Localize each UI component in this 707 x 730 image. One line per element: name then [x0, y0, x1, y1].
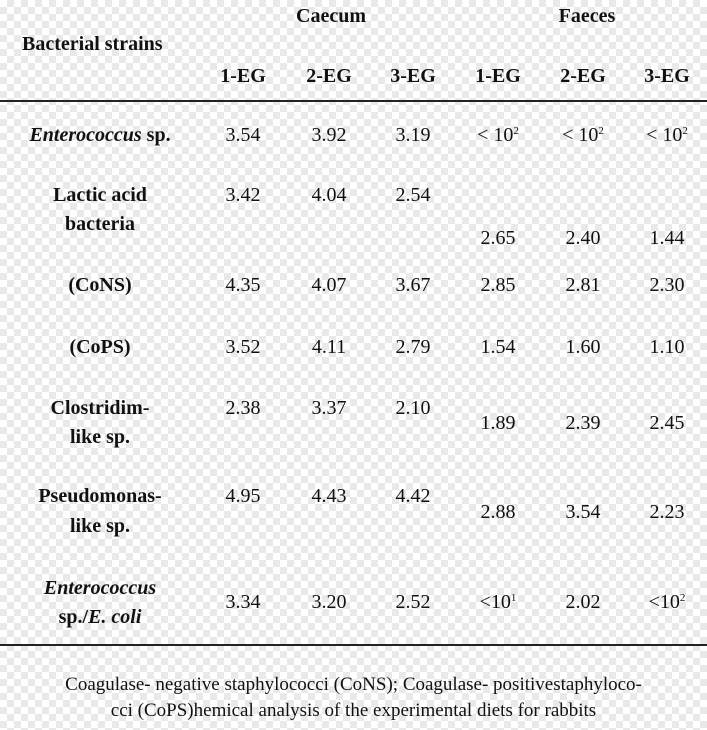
row-label: Lactic acid [53, 184, 147, 206]
table-cell: < 102 [562, 124, 604, 146]
table-cell: 2.30 [649, 274, 685, 296]
stub-header: Bacterial strains [22, 33, 163, 55]
row-label-line2: sp./E. coli [58, 606, 142, 628]
column-header: 2-EG [306, 65, 352, 87]
table-cell: < 102 [646, 124, 688, 146]
bottom-rule [0, 644, 707, 646]
table-cell: 2.40 [565, 227, 601, 249]
table-caption: Coagulase- negative staphylococci (CoNS)… [0, 672, 707, 724]
table-cell: 2.52 [395, 591, 431, 613]
table-cell: 4.11 [311, 336, 347, 358]
header-rule [0, 100, 707, 102]
table-cell: 4.04 [311, 184, 347, 206]
table-cell: 3.92 [311, 124, 347, 146]
row-label: Enterococcus sp. [29, 124, 171, 146]
table-cell: 2.81 [565, 274, 601, 296]
row-label-line2: like sp. [69, 426, 131, 448]
table-cell: 2.45 [649, 412, 685, 434]
table-cell: 2.88 [480, 501, 516, 523]
table-cell: 2.85 [480, 274, 516, 296]
column-header: 1-EG [220, 65, 266, 87]
row-label-line2: bacteria [65, 213, 135, 235]
column-header: 3-EG [644, 65, 690, 87]
table-cell: 1.10 [649, 336, 685, 358]
caption-line: Coagulase- negative staphylococci (CoNS)… [65, 674, 642, 695]
table-cell: 2.39 [565, 412, 601, 434]
row-label: Enterococcus [43, 577, 157, 599]
row-label: Pseudomonas- [38, 485, 162, 507]
table-cell: 1.89 [480, 412, 516, 434]
table-cell: 4.35 [225, 274, 261, 296]
group-header-caecum: Caecum [296, 5, 366, 27]
row-label: Clostridim- [50, 397, 150, 419]
table-cell: 3.20 [311, 591, 347, 613]
row-label: (CoPS) [69, 336, 131, 358]
table-cell: 3.67 [395, 274, 431, 296]
table-cell: 2.79 [395, 336, 431, 358]
table-cell: 3.54 [225, 124, 261, 146]
table-cell: 3.37 [311, 397, 347, 419]
table-cell: 3.54 [565, 501, 601, 523]
table-cell: 4.43 [311, 485, 347, 507]
table-cell: 2.65 [480, 227, 516, 249]
table-cell: 2.02 [565, 591, 601, 613]
table-cell: <101 [479, 591, 517, 613]
table-cell: 3.52 [225, 336, 261, 358]
table-cell: 1.44 [649, 227, 685, 249]
table-cell: 2.38 [225, 397, 261, 419]
caption-line: cci (CoPS)hemical analysis of the experi… [110, 700, 597, 721]
table-cell: <102 [648, 591, 686, 613]
table-cell: < 102 [477, 124, 519, 146]
column-header: 1-EG [475, 65, 521, 87]
table-cell: 1.54 [480, 336, 516, 358]
table-cell: 2.54 [395, 184, 431, 206]
table-cell: 4.95 [225, 485, 261, 507]
table-cell: 1.60 [565, 336, 601, 358]
table-cell: 3.19 [395, 124, 431, 146]
row-label-line2: like sp. [69, 515, 131, 537]
table-cell: 2.10 [395, 397, 431, 419]
row-label: (CoNS) [68, 274, 132, 296]
table-cell: 4.07 [311, 274, 347, 296]
table-cell: 4.42 [395, 485, 431, 507]
table-cell: 3.34 [225, 591, 261, 613]
group-header-faeces: Faeces [558, 5, 616, 27]
table-cell: 2.23 [649, 501, 685, 523]
column-header: 3-EG [390, 65, 436, 87]
column-header: 2-EG [560, 65, 606, 87]
table-cell: 3.42 [225, 184, 261, 206]
